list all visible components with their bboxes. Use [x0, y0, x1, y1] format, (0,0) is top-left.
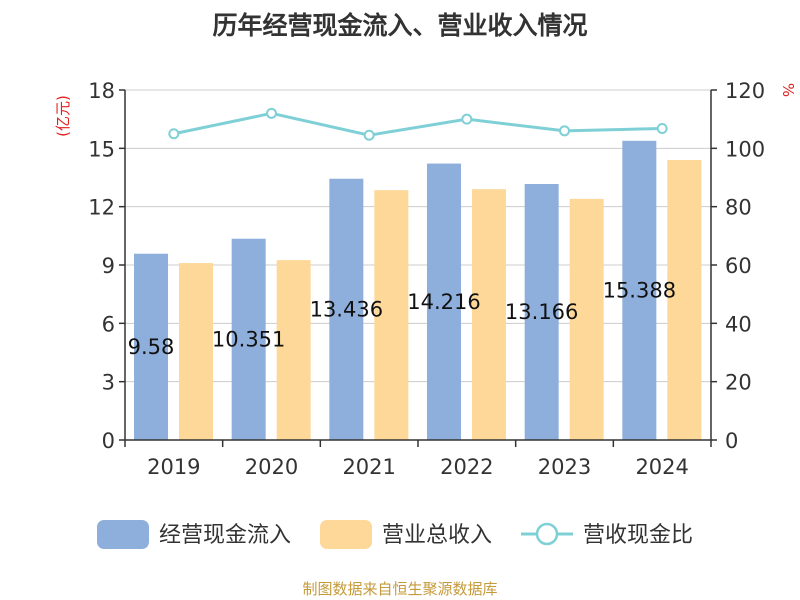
legend-label-ratio: 营收现金比: [583, 523, 693, 548]
ratio-point: [363, 129, 375, 141]
bar-revenue: [179, 263, 213, 440]
source-note: 制图数据来自恒生聚源数据库: [302, 580, 498, 598]
x-tick-label: 2023: [538, 455, 591, 479]
bar-revenue: [276, 260, 311, 440]
legend: 经营现金流入 营业总收入 营收现金比: [97, 520, 693, 549]
bar-cash-inflow: [427, 163, 461, 441]
legend-swatch-cash-inflow: [97, 520, 149, 549]
bar-revenue: [472, 189, 506, 440]
data-label: 14.216: [407, 290, 480, 314]
y-left-tick-label: 6: [102, 312, 115, 336]
bar-cash-inflow: [622, 140, 657, 441]
x-tick-label: 2022: [440, 455, 493, 479]
ratio-line-path: [173, 111, 663, 137]
y-left-tick-label: 15: [88, 137, 115, 161]
bar-revenue: [667, 160, 702, 440]
y-right-tick-label: 120: [725, 79, 765, 103]
x-tick-label: 2020: [245, 455, 298, 479]
y-right-unit: %: [779, 83, 797, 97]
ratio-point: [266, 107, 277, 119]
y-left-unit: (亿元): [54, 95, 72, 137]
data-label: 15.388: [603, 278, 676, 302]
bar-cash-inflow: [329, 178, 364, 440]
bars: [134, 140, 702, 441]
y-right-tick-label: 40: [725, 312, 752, 336]
y-left-tick-label: 18: [88, 79, 115, 103]
bar-revenue: [374, 190, 409, 440]
ratio-point: [461, 113, 473, 125]
data-labels: 9.58 10.351 13.436 14.216 13.166 15.388: [128, 278, 676, 358]
bar-cash-inflow: [231, 238, 266, 440]
ratio-point: [559, 125, 570, 137]
data-label: 13.166: [505, 300, 578, 324]
ratio-point: [168, 128, 180, 140]
y-right-tick-label: 20: [725, 371, 752, 395]
y-right-tick-label: 60: [725, 254, 752, 278]
legend-label-cash-inflow: 经营现金流入: [159, 523, 291, 548]
x-tick-label: 2024: [635, 455, 688, 479]
y-left-tick-label: 3: [102, 371, 115, 395]
y-right-tick-label: 0: [725, 429, 738, 453]
legend-label-revenue: 营业总收入: [382, 523, 492, 548]
bar-cash-inflow: [524, 183, 559, 440]
bar-cash-inflow: [134, 253, 168, 440]
y-right-tick-label: 100: [725, 137, 765, 161]
y-right-tick-label: 80: [725, 196, 752, 220]
x-tick-label: 2019: [147, 455, 200, 479]
data-label: 9.58: [128, 335, 175, 359]
y-left-tick-label: 12: [88, 196, 115, 220]
x-tick-label: 2021: [342, 455, 395, 479]
legend-swatch-ratio-marker: [535, 522, 559, 546]
bar-revenue: [569, 198, 604, 440]
data-label: 13.436: [310, 297, 383, 321]
gridlines: [125, 89, 711, 383]
chart-title: 历年经营现金流入、营业收入情况: [212, 11, 588, 40]
y-left-tick-label: 9: [102, 254, 115, 278]
data-label: 10.351: [212, 327, 285, 351]
ratio-point: [656, 123, 668, 134]
ratio-line: [168, 107, 668, 141]
y-left-tick-label: 0: [102, 429, 115, 453]
axes: 0 3 6 9 12 15 18 0 20 40 60 80 100 120 2019 2020 2021 202…: [88, 79, 765, 479]
legend-swatch-revenue: [320, 520, 372, 549]
